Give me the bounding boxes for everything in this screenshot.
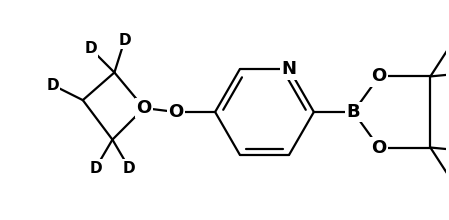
Text: O: O xyxy=(168,103,183,121)
Text: O: O xyxy=(136,99,152,117)
Text: N: N xyxy=(282,60,297,78)
Text: O: O xyxy=(371,67,387,85)
Text: B: B xyxy=(347,103,360,121)
Text: D: D xyxy=(89,161,102,176)
Text: D: D xyxy=(84,42,97,57)
Text: D: D xyxy=(123,161,136,176)
Text: O: O xyxy=(371,139,387,156)
Text: D: D xyxy=(118,33,131,48)
Text: D: D xyxy=(46,77,59,93)
